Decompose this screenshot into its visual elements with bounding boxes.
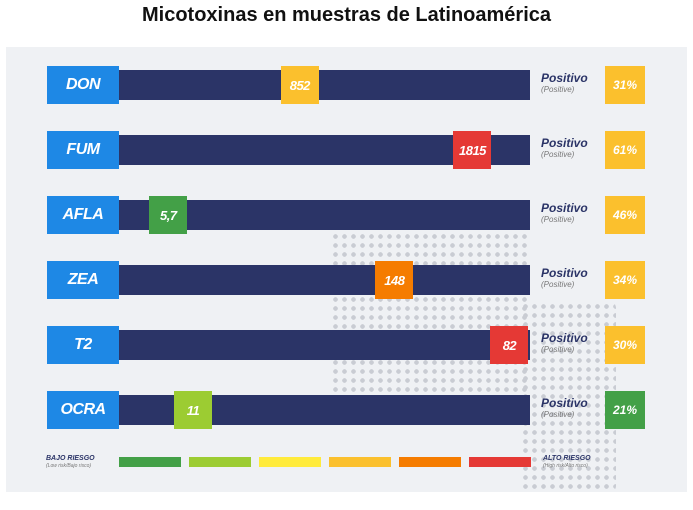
legend-swatch-4: [329, 457, 391, 467]
status-sub-label: (Positive): [541, 215, 575, 224]
legend-swatch-6: [469, 457, 531, 467]
decor-dots-center: [331, 232, 531, 412]
bar-zea: [119, 265, 530, 295]
legend-high: ALTO RIESGO (High risk/Alto risco): [543, 455, 591, 469]
status-label: Positivo: [541, 201, 588, 215]
status-afla: Positivo (Positive): [541, 202, 605, 224]
status-label: Positivo: [541, 266, 588, 280]
status-label: Positivo: [541, 396, 588, 410]
percent-badge-ocra: 21%: [605, 391, 645, 429]
status-sub-label: (Positive): [541, 280, 575, 289]
status-sub-label: (Positive): [541, 345, 575, 354]
value-marker-afla: 5,7: [149, 196, 188, 234]
decor-dots-right: [521, 302, 616, 492]
status-label: Positivo: [541, 71, 588, 85]
category-label-don: DON: [47, 66, 119, 104]
bar-don: [119, 70, 530, 100]
category-label-ocra: OCRA: [47, 391, 119, 429]
value-marker-fum: 1815: [453, 131, 492, 169]
legend-swatch-1: [119, 457, 181, 467]
category-label-fum: FUM: [47, 131, 119, 169]
chart-title: Micotoxinas en muestras de Latinoamérica: [141, 4, 552, 26]
status-label: Positivo: [541, 331, 588, 345]
status-sub-label: (Positive): [541, 410, 575, 419]
value-marker-zea: 148: [375, 261, 414, 299]
percent-badge-don: 31%: [605, 66, 645, 104]
status-label: Positivo: [541, 136, 588, 150]
category-label-afla: AFLA: [47, 196, 119, 234]
status-zea: Positivo (Positive): [541, 267, 605, 289]
percent-badge-t2: 30%: [605, 326, 645, 364]
legend-low-label: BAJO RIESGO: [46, 455, 95, 462]
legend-swatch-2: [189, 457, 251, 467]
percent-badge-afla: 46%: [605, 196, 645, 234]
bar-afla: [119, 200, 530, 230]
legend-low-sub: (Low risk/Bajo risco): [46, 463, 92, 469]
category-label-t2: T2: [47, 326, 119, 364]
status-t2: Positivo (Positive): [541, 332, 605, 354]
status-ocra: Positivo (Positive): [541, 397, 605, 419]
status-fum: Positivo (Positive): [541, 137, 605, 159]
status-sub-label: (Positive): [541, 150, 575, 159]
legend-high-sub: (High risk/Alto risco): [543, 463, 588, 469]
status-don: Positivo (Positive): [541, 72, 605, 94]
percent-badge-fum: 61%: [605, 131, 645, 169]
value-marker-don: 852: [280, 66, 319, 104]
legend-high-label: ALTO RIESGO: [543, 455, 591, 462]
bar-t2: [119, 330, 530, 360]
percent-badge-zea: 34%: [605, 261, 645, 299]
value-marker-ocra: 11: [173, 391, 212, 429]
legend-swatch-3: [259, 457, 321, 467]
value-marker-t2: 82: [490, 326, 529, 364]
legend-swatch-5: [399, 457, 461, 467]
status-sub-label: (Positive): [541, 85, 575, 94]
legend-low: BAJO RIESGO (Low risk/Bajo risco): [46, 455, 95, 469]
category-label-zea: ZEA: [47, 261, 119, 299]
